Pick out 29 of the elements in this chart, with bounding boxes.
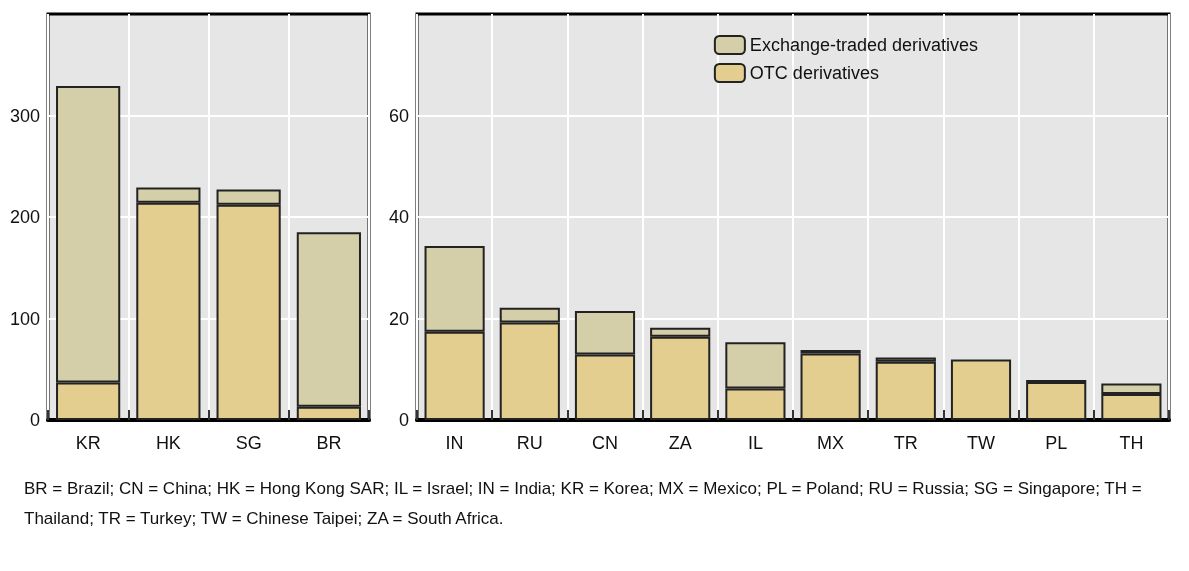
bar (950, 359, 1012, 420)
legend-label: Exchange-traded derivatives (749, 35, 979, 55)
x-tick-label: HK (155, 433, 181, 453)
bar (875, 361, 936, 420)
x-tick-label: MX (817, 433, 845, 453)
x-tick-label: CN (592, 433, 618, 453)
x-tick-label: TR (893, 433, 918, 453)
bar (1026, 381, 1087, 420)
y-tick-label: 40 (388, 207, 409, 227)
x-tick-label: TW (967, 433, 995, 453)
text: BR = Brazil; CN = China; HK = Hong Kong SAR; IL = Israel; IN = India; KR = Korea; MX = Mexico; PL = Poland; RU = Russia; SG = Singapore; TH = Thailand; TR = Turkey; TW = Chinese Taipei; ZA = South Africa. (23, 478, 1143, 530)
y-tick-label: 0 (29, 410, 40, 430)
y-tick-label: 20 (388, 308, 409, 329)
x-tick-label: IN (445, 433, 464, 453)
y-tick-label: 200 (9, 207, 40, 227)
bar (800, 353, 861, 420)
x-tick-label: PL (1045, 433, 1068, 453)
x-tick-label: ZA (668, 433, 692, 453)
y-tick-label: 0 (398, 410, 409, 430)
y-tick-label: 300 (9, 105, 40, 126)
y-tick-label: 60 (388, 105, 409, 126)
x-tick-label: BR (316, 433, 342, 453)
y-tick-label: 100 (9, 308, 40, 329)
x-tick-label: RU (516, 433, 543, 453)
x-tick-label: KR (75, 433, 101, 453)
x-tick-label: TH (1119, 433, 1144, 453)
x-tick-label: IL (747, 433, 763, 453)
x-tick-label: SG (235, 433, 262, 453)
legend-label: OTC derivatives (749, 63, 879, 83)
